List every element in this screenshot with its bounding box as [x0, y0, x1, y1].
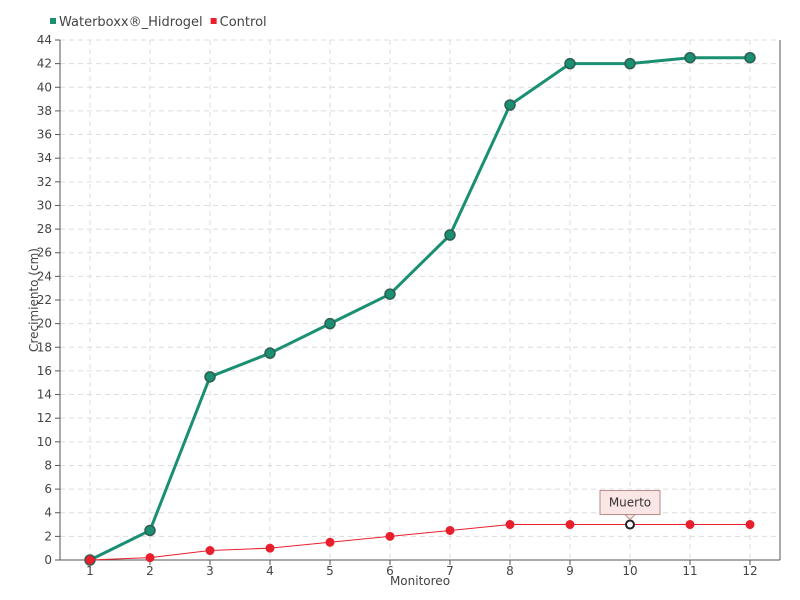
- data-point: [265, 543, 275, 553]
- x-tick-label: 4: [266, 564, 274, 578]
- x-tick-label: 7: [446, 564, 454, 578]
- data-point: [504, 99, 516, 111]
- data-point: [624, 57, 636, 70]
- y-tick-label: 36: [37, 128, 52, 142]
- axes: 0246810121416182022242628303234363840424…: [37, 33, 781, 578]
- annotation-pointer: [623, 514, 637, 521]
- data-point: [324, 317, 336, 330]
- data-point: [564, 57, 576, 70]
- data-point: [505, 520, 515, 530]
- y-tick-label: 10: [37, 435, 52, 449]
- data-point: [384, 288, 396, 300]
- series-line-2: [89, 524, 750, 561]
- data-point: [264, 347, 276, 359]
- y-tick-label: 40: [37, 80, 52, 94]
- y-tick-label: 22: [37, 293, 52, 307]
- data-point: [444, 229, 456, 241]
- x-tick-label: 2: [146, 564, 154, 578]
- data-point: [565, 520, 575, 530]
- legend-swatch: [210, 18, 217, 24]
- annotation-layer: Muerto: [599, 490, 661, 521]
- series-layer: [84, 51, 756, 566]
- x-tick-label: 8: [506, 564, 514, 578]
- legend-label: Control: [220, 15, 267, 30]
- y-tick-label: 16: [37, 364, 52, 378]
- data-point: [625, 519, 635, 530]
- data-point: [85, 555, 95, 565]
- x-tick-label: 5: [326, 564, 334, 578]
- x-tick-label: 3: [206, 564, 214, 578]
- data-point: [385, 531, 395, 541]
- data-point: [145, 553, 155, 563]
- series-line-1: [89, 56, 750, 562]
- legend-label: Waterboxx®_Hidrogel: [59, 15, 203, 30]
- data-point: [205, 546, 215, 556]
- y-tick-label: 0: [44, 553, 52, 567]
- y-tick-label: 12: [37, 411, 52, 425]
- x-tick-label: 1: [86, 564, 94, 578]
- x-tick-label: 9: [566, 564, 574, 578]
- y-tick-label: 20: [37, 317, 52, 331]
- y-tick-label: 2: [44, 529, 52, 543]
- data-point: [744, 51, 756, 64]
- grid-lines: [60, 39, 780, 560]
- y-tick-label: 18: [37, 340, 52, 354]
- legend-swatch: [50, 18, 56, 24]
- y-tick-label: 38: [37, 104, 52, 118]
- y-tick-label: 32: [37, 175, 52, 189]
- data-point: [144, 524, 156, 537]
- y-tick-label: 42: [37, 57, 52, 71]
- y-tick-label: 4: [44, 506, 52, 520]
- x-axis-title: Monitoreo: [390, 574, 450, 588]
- data-point: [445, 525, 455, 535]
- y-tick-label: 30: [37, 198, 52, 212]
- x-tick-label: 11: [682, 564, 697, 578]
- y-tick-label: 26: [37, 246, 52, 260]
- legend: Waterboxx®_Hidrogel Control: [50, 15, 267, 30]
- y-tick-label: 8: [44, 458, 52, 472]
- data-point: [685, 520, 695, 530]
- data-point: [684, 51, 696, 64]
- x-tick-label: 10: [622, 564, 637, 578]
- y-tick-label: 24: [37, 269, 52, 283]
- y-tick-label: 6: [44, 482, 52, 496]
- annotation-box: [599, 490, 661, 516]
- x-tick-label: 12: [742, 564, 757, 578]
- data-point: [745, 520, 755, 530]
- data-point: [325, 537, 335, 547]
- y-tick-label: 28: [37, 222, 52, 236]
- data-point: [204, 371, 216, 383]
- y-tick-label: 44: [37, 33, 52, 47]
- y-tick-label: 34: [37, 151, 52, 165]
- y-tick-label: 14: [37, 388, 52, 402]
- annotation-label: Muerto: [609, 496, 651, 510]
- x-tick-label: 6: [386, 564, 394, 578]
- y-axis-title: Crecimiento (cm): [27, 248, 41, 352]
